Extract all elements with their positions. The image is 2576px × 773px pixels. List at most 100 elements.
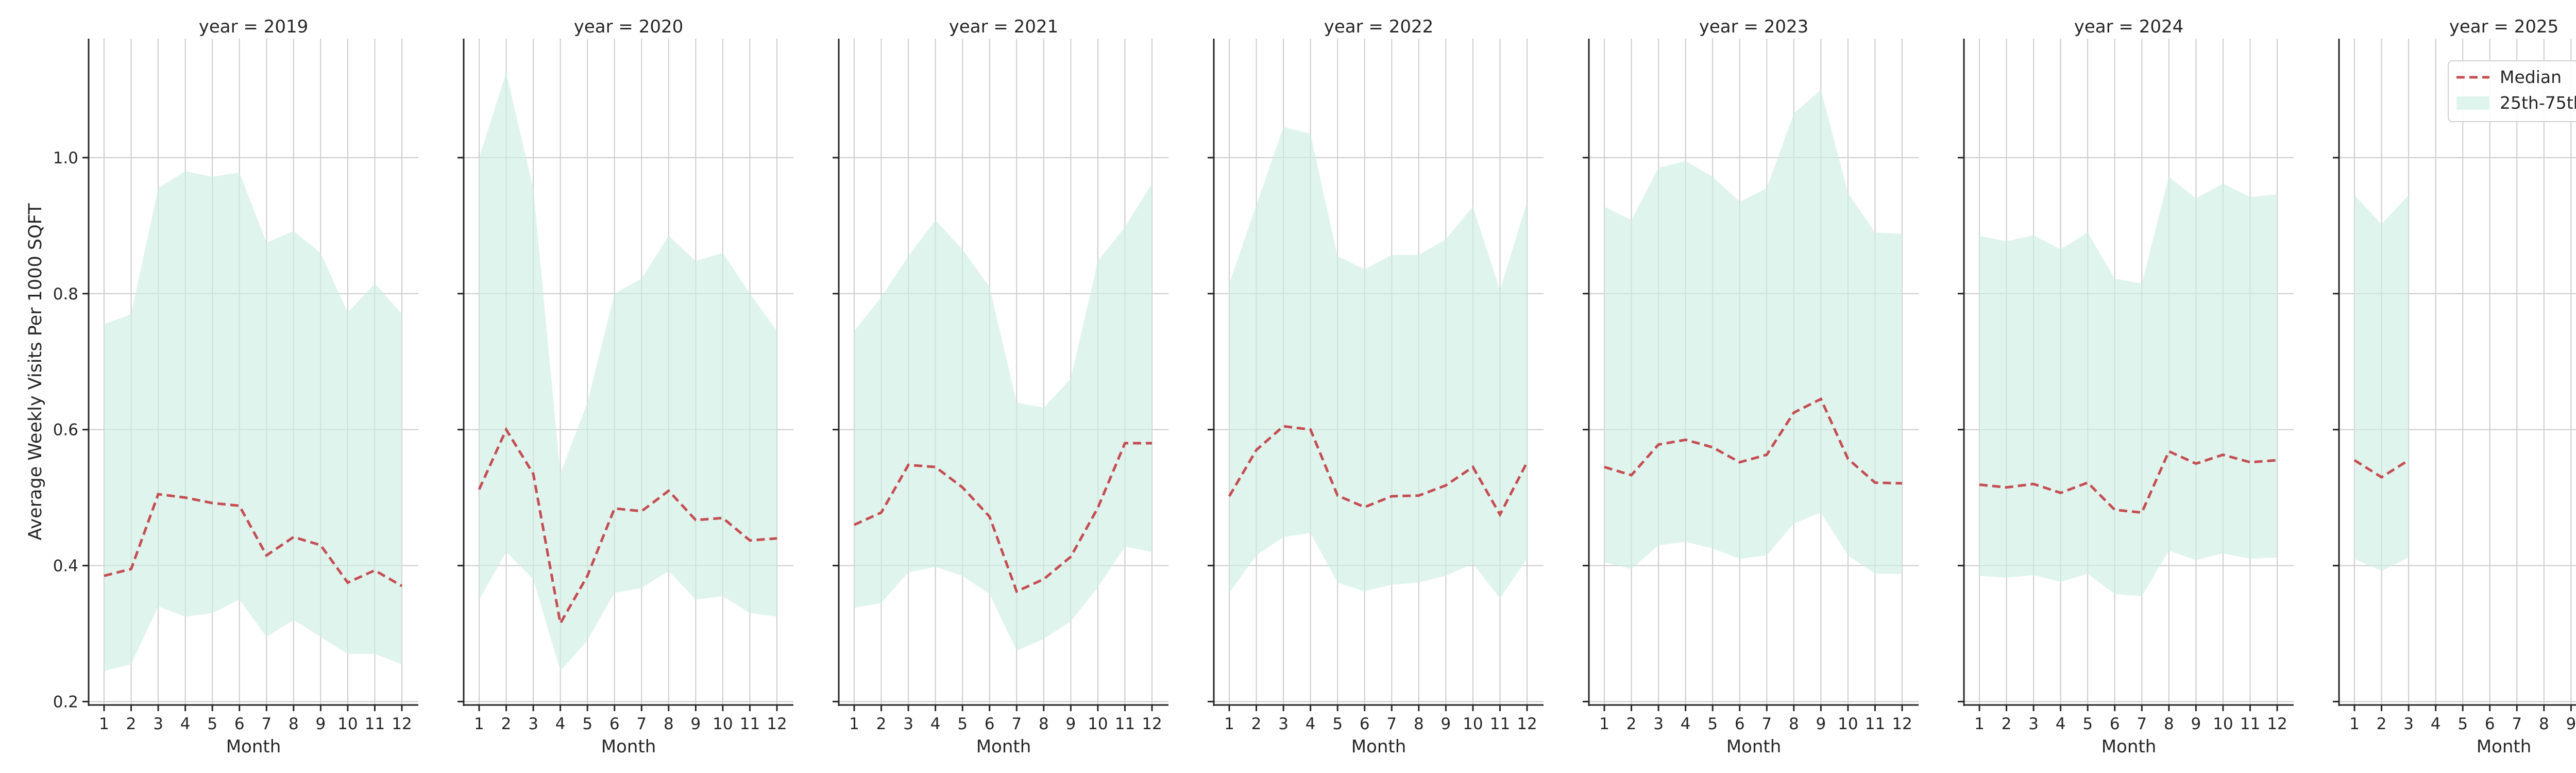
legend-band-swatch xyxy=(2456,96,2489,110)
x-tick-label: 10 xyxy=(1088,715,1108,733)
x-axis-label: Month xyxy=(2477,736,2532,757)
x-tick-label: 12 xyxy=(392,715,412,733)
y-tick-label: 0.6 xyxy=(53,421,78,440)
x-tick-label: 11 xyxy=(1115,715,1135,733)
facet-title: year = 2019 xyxy=(199,16,308,37)
percentile-band xyxy=(104,171,402,671)
x-tick-label: 2 xyxy=(1626,715,1637,733)
x-tick-label: 11 xyxy=(365,715,385,733)
x-tick-label: 3 xyxy=(903,715,913,733)
x-axis-label: Month xyxy=(1351,736,1406,757)
x-tick-label: 1 xyxy=(474,715,484,733)
y-tick-label: 0.8 xyxy=(53,285,78,304)
percentile-band xyxy=(854,183,1152,651)
x-tick-label: 10 xyxy=(337,715,358,733)
x-tick-label: 8 xyxy=(1414,715,1424,733)
x-tick-label: 3 xyxy=(153,715,163,733)
x-tick-label: 5 xyxy=(2082,715,2093,733)
x-axis-label: Month xyxy=(601,736,656,757)
x-tick-label: 6 xyxy=(1360,715,1370,733)
x-tick-label: 4 xyxy=(1681,715,1691,733)
x-tick-label: 11 xyxy=(740,715,760,733)
percentile-band xyxy=(2354,195,2409,572)
x-tick-label: 12 xyxy=(767,715,787,733)
x-tick-label: 12 xyxy=(1142,715,1162,733)
x-tick-label: 5 xyxy=(1707,715,1718,733)
x-tick-label: 9 xyxy=(1816,715,1826,733)
x-tick-label: 9 xyxy=(2566,715,2576,733)
x-tick-label: 2 xyxy=(126,715,137,733)
x-tick-label: 8 xyxy=(1039,715,1049,733)
x-tick-label: 10 xyxy=(1838,715,1858,733)
x-tick-label: 5 xyxy=(1332,715,1343,733)
x-tick-label: 1 xyxy=(1599,715,1609,733)
x-tick-label: 6 xyxy=(985,715,995,733)
x-tick-label: 3 xyxy=(1278,715,1289,733)
median-line xyxy=(104,493,403,587)
legend-median-label: Median xyxy=(2500,67,2562,87)
y-tick-label: 0.4 xyxy=(53,557,78,576)
median-line xyxy=(2353,459,2410,479)
x-tick-label: 8 xyxy=(1789,715,1799,733)
x-tick-label: 1 xyxy=(849,715,859,733)
x-tick-label: 4 xyxy=(555,715,566,733)
facet-title: year = 2025 xyxy=(2449,16,2558,37)
x-tick-label: 4 xyxy=(180,715,191,733)
y-axis-label: Average Weekly Visits Per 1000 SQFT xyxy=(25,203,46,541)
percentile-band xyxy=(1229,127,1527,598)
x-tick-label: 7 xyxy=(261,715,272,733)
facet-title: year = 2022 xyxy=(1324,16,1433,37)
x-tick-label: 1 xyxy=(2349,715,2360,733)
x-tick-label: 2 xyxy=(501,715,512,733)
x-tick-label: 12 xyxy=(2267,715,2287,733)
x-tick-label: 7 xyxy=(2137,715,2147,733)
legend-band-label: 25th-75th Percentile xyxy=(2500,93,2576,113)
x-tick-label: 8 xyxy=(2164,715,2174,733)
x-tick-label: 6 xyxy=(1735,715,1745,733)
x-tick-label: 6 xyxy=(609,715,620,733)
x-tick-label: 5 xyxy=(207,715,217,733)
x-tick-label: 7 xyxy=(1011,715,1022,733)
x-tick-label: 12 xyxy=(1892,715,1912,733)
x-tick-label: 3 xyxy=(2403,715,2414,733)
facet-title: year = 2020 xyxy=(574,16,683,37)
x-tick-label: 5 xyxy=(582,715,592,733)
median-line xyxy=(853,442,1152,594)
percentile-band xyxy=(1604,89,1902,574)
percentile-band xyxy=(479,72,777,671)
x-tick-label: 11 xyxy=(1865,715,1885,733)
x-axis-label: Month xyxy=(226,736,281,757)
median-line xyxy=(478,427,777,627)
x-tick-label: 2 xyxy=(876,715,887,733)
x-tick-label: 7 xyxy=(2512,715,2522,733)
x-tick-label: 7 xyxy=(1386,715,1397,733)
x-tick-label: 2 xyxy=(1251,715,1262,733)
x-tick-label: 3 xyxy=(1653,715,1664,733)
x-tick-label: 12 xyxy=(1517,715,1537,733)
x-tick-label: 2 xyxy=(2002,715,2012,733)
y-tick-label: 1.0 xyxy=(53,149,78,167)
x-tick-label: 4 xyxy=(2431,715,2441,733)
x-tick-label: 7 xyxy=(1761,715,1772,733)
x-tick-label: 5 xyxy=(2458,715,2468,733)
x-tick-label: 4 xyxy=(930,715,941,733)
x-tick-label: 11 xyxy=(1490,715,1510,733)
x-tick-label: 3 xyxy=(528,715,538,733)
x-tick-label: 9 xyxy=(315,715,326,733)
x-tick-label: 1 xyxy=(1974,715,1985,733)
facet-title: year = 2024 xyxy=(2074,16,2183,37)
facet-title: year = 2023 xyxy=(1699,16,1808,37)
x-axis-label: Month xyxy=(2102,736,2157,757)
x-axis-label: Month xyxy=(1726,736,1782,757)
x-tick-label: 6 xyxy=(2110,715,2120,733)
x-tick-label: 1 xyxy=(99,715,109,733)
x-tick-label: 2 xyxy=(2377,715,2387,733)
x-tick-label: 8 xyxy=(289,715,299,733)
x-tick-label: 10 xyxy=(2213,715,2233,733)
x-tick-label: 9 xyxy=(1440,715,1451,733)
x-tick-label: 8 xyxy=(664,715,674,733)
x-tick-label: 8 xyxy=(2539,715,2549,733)
x-axis-label: Month xyxy=(976,736,1031,757)
x-tick-label: 6 xyxy=(2485,715,2495,733)
